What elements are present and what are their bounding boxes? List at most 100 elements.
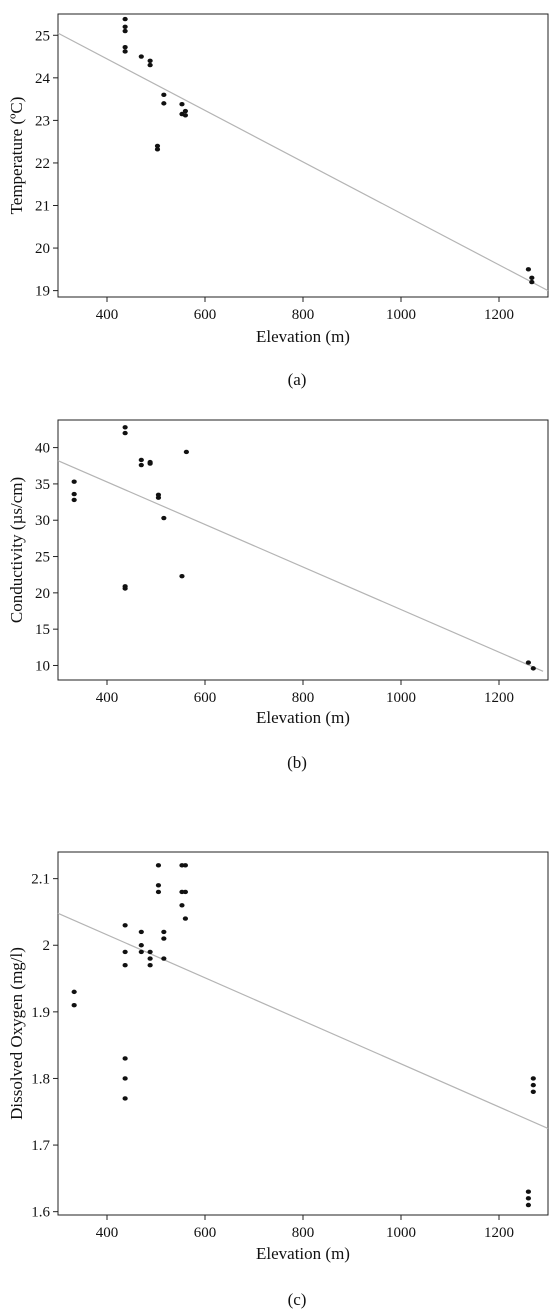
data-point: [155, 495, 162, 500]
data-point: [525, 1202, 532, 1208]
y-tick-label: 40: [35, 441, 50, 457]
x-axis-title: Elevation (m): [256, 1244, 350, 1263]
data-point: [530, 1082, 536, 1088]
x-axis: 400 600 800 1000 1200: [96, 297, 514, 323]
data-point: [71, 1002, 77, 1008]
x-tick-label: 800: [292, 307, 315, 323]
data-point: [71, 989, 77, 995]
data-point: [154, 147, 161, 152]
data-point: [182, 889, 188, 895]
x-tick-label: 400: [96, 1225, 119, 1241]
y-tick-label: 2.1: [31, 872, 50, 888]
trend-line: [57, 912, 549, 1129]
plot-frame: [57, 13, 549, 298]
x-axis: 400 600 800 1000 1200: [96, 680, 514, 706]
data-point: [147, 963, 153, 968]
data-point: [179, 573, 185, 579]
points-group: [122, 16, 535, 285]
data-point: [530, 666, 536, 671]
data-point: [71, 497, 77, 503]
y-tick-label: 23: [35, 113, 50, 129]
y-tick-label: 19: [35, 284, 50, 300]
x-tick-label: 1000: [386, 690, 416, 706]
x-tick-label: 1200: [484, 1225, 514, 1241]
data-point: [138, 54, 144, 59]
x-tick-label: 1200: [484, 690, 514, 706]
data-point: [182, 863, 188, 868]
chart-panel-a: 400 600 800 1000 1200 19 20 21 22 23 24 25 Elevati…: [7, 13, 549, 389]
trend-line: [57, 32, 549, 292]
x-tick-label: 600: [194, 307, 217, 323]
data-point: [147, 58, 153, 64]
data-point: [147, 949, 153, 955]
data-point: [182, 916, 188, 921]
data-point: [154, 143, 161, 149]
y-tick-label: 1.9: [31, 1005, 50, 1021]
data-point: [161, 956, 167, 961]
data-point: [122, 586, 128, 591]
y-tick-label: 15: [35, 622, 50, 638]
data-point: [138, 457, 144, 463]
panel-caption: (c): [288, 1290, 307, 1309]
data-point: [122, 1076, 128, 1081]
data-point: [138, 949, 144, 955]
data-point: [530, 1089, 536, 1094]
data-point: [529, 275, 535, 281]
x-tick-label: 800: [292, 1225, 315, 1241]
data-point: [155, 889, 162, 895]
fit-line-group: [57, 912, 549, 1129]
data-point: [122, 16, 128, 22]
data-point: [122, 1056, 128, 1061]
x-tick-label: 400: [96, 690, 119, 706]
data-point: [182, 113, 188, 118]
points-group: [71, 863, 536, 1208]
data-point: [122, 430, 128, 436]
y-axis: 1.6 1.7 1.8 1.9 2 2.1: [31, 872, 58, 1221]
data-point: [183, 449, 189, 455]
y-axis: 10 15 20 25 30 35 40: [35, 441, 58, 674]
data-point: [122, 949, 128, 955]
y-tick-label: 2: [43, 938, 51, 954]
y-tick-label: 1.6: [31, 1205, 50, 1221]
data-point: [122, 425, 128, 430]
data-point: [161, 936, 167, 941]
y-tick-label: 21: [35, 199, 50, 215]
x-axis-title: Elevation (m): [256, 708, 350, 727]
data-point: [122, 1096, 128, 1101]
data-point: [161, 515, 167, 521]
data-point: [122, 44, 128, 50]
data-point: [155, 863, 162, 868]
data-point: [71, 479, 77, 484]
data-point: [122, 963, 128, 968]
data-point: [122, 49, 128, 54]
data-point: [161, 92, 167, 98]
y-axis-title: Dissolved Oxygen (mg/l): [7, 947, 26, 1120]
data-point: [525, 1189, 532, 1194]
data-point: [138, 462, 144, 468]
y-tick-label: 35: [35, 477, 50, 493]
fit-line-group: [57, 32, 549, 292]
data-point: [179, 102, 185, 107]
data-point: [161, 101, 167, 106]
plot-frame: [57, 851, 549, 1216]
y-tick-label: 25: [35, 550, 50, 566]
chart-panel-b: 400 600 800 1000 1200 10 15 20 25 30 35 40 Elevati…: [7, 419, 549, 772]
x-tick-label: 1000: [386, 307, 416, 323]
y-tick-label: 30: [35, 513, 50, 529]
data-point: [530, 1076, 536, 1081]
x-tick-label: 1000: [386, 1225, 416, 1241]
data-point: [179, 903, 185, 908]
y-axis-title: Conductivity (µs/cm): [7, 477, 26, 623]
y-tick-label: 24: [35, 71, 51, 87]
y-tick-label: 20: [35, 586, 50, 602]
data-point: [71, 491, 77, 497]
data-point: [182, 108, 188, 114]
trend-line: [57, 460, 544, 672]
data-point: [138, 943, 144, 948]
y-axis: 19 20 21 22 23 24 25: [35, 28, 58, 300]
data-point: [138, 929, 144, 935]
data-point: [155, 883, 162, 888]
panel-caption: (b): [287, 753, 307, 772]
data-point: [525, 660, 532, 665]
